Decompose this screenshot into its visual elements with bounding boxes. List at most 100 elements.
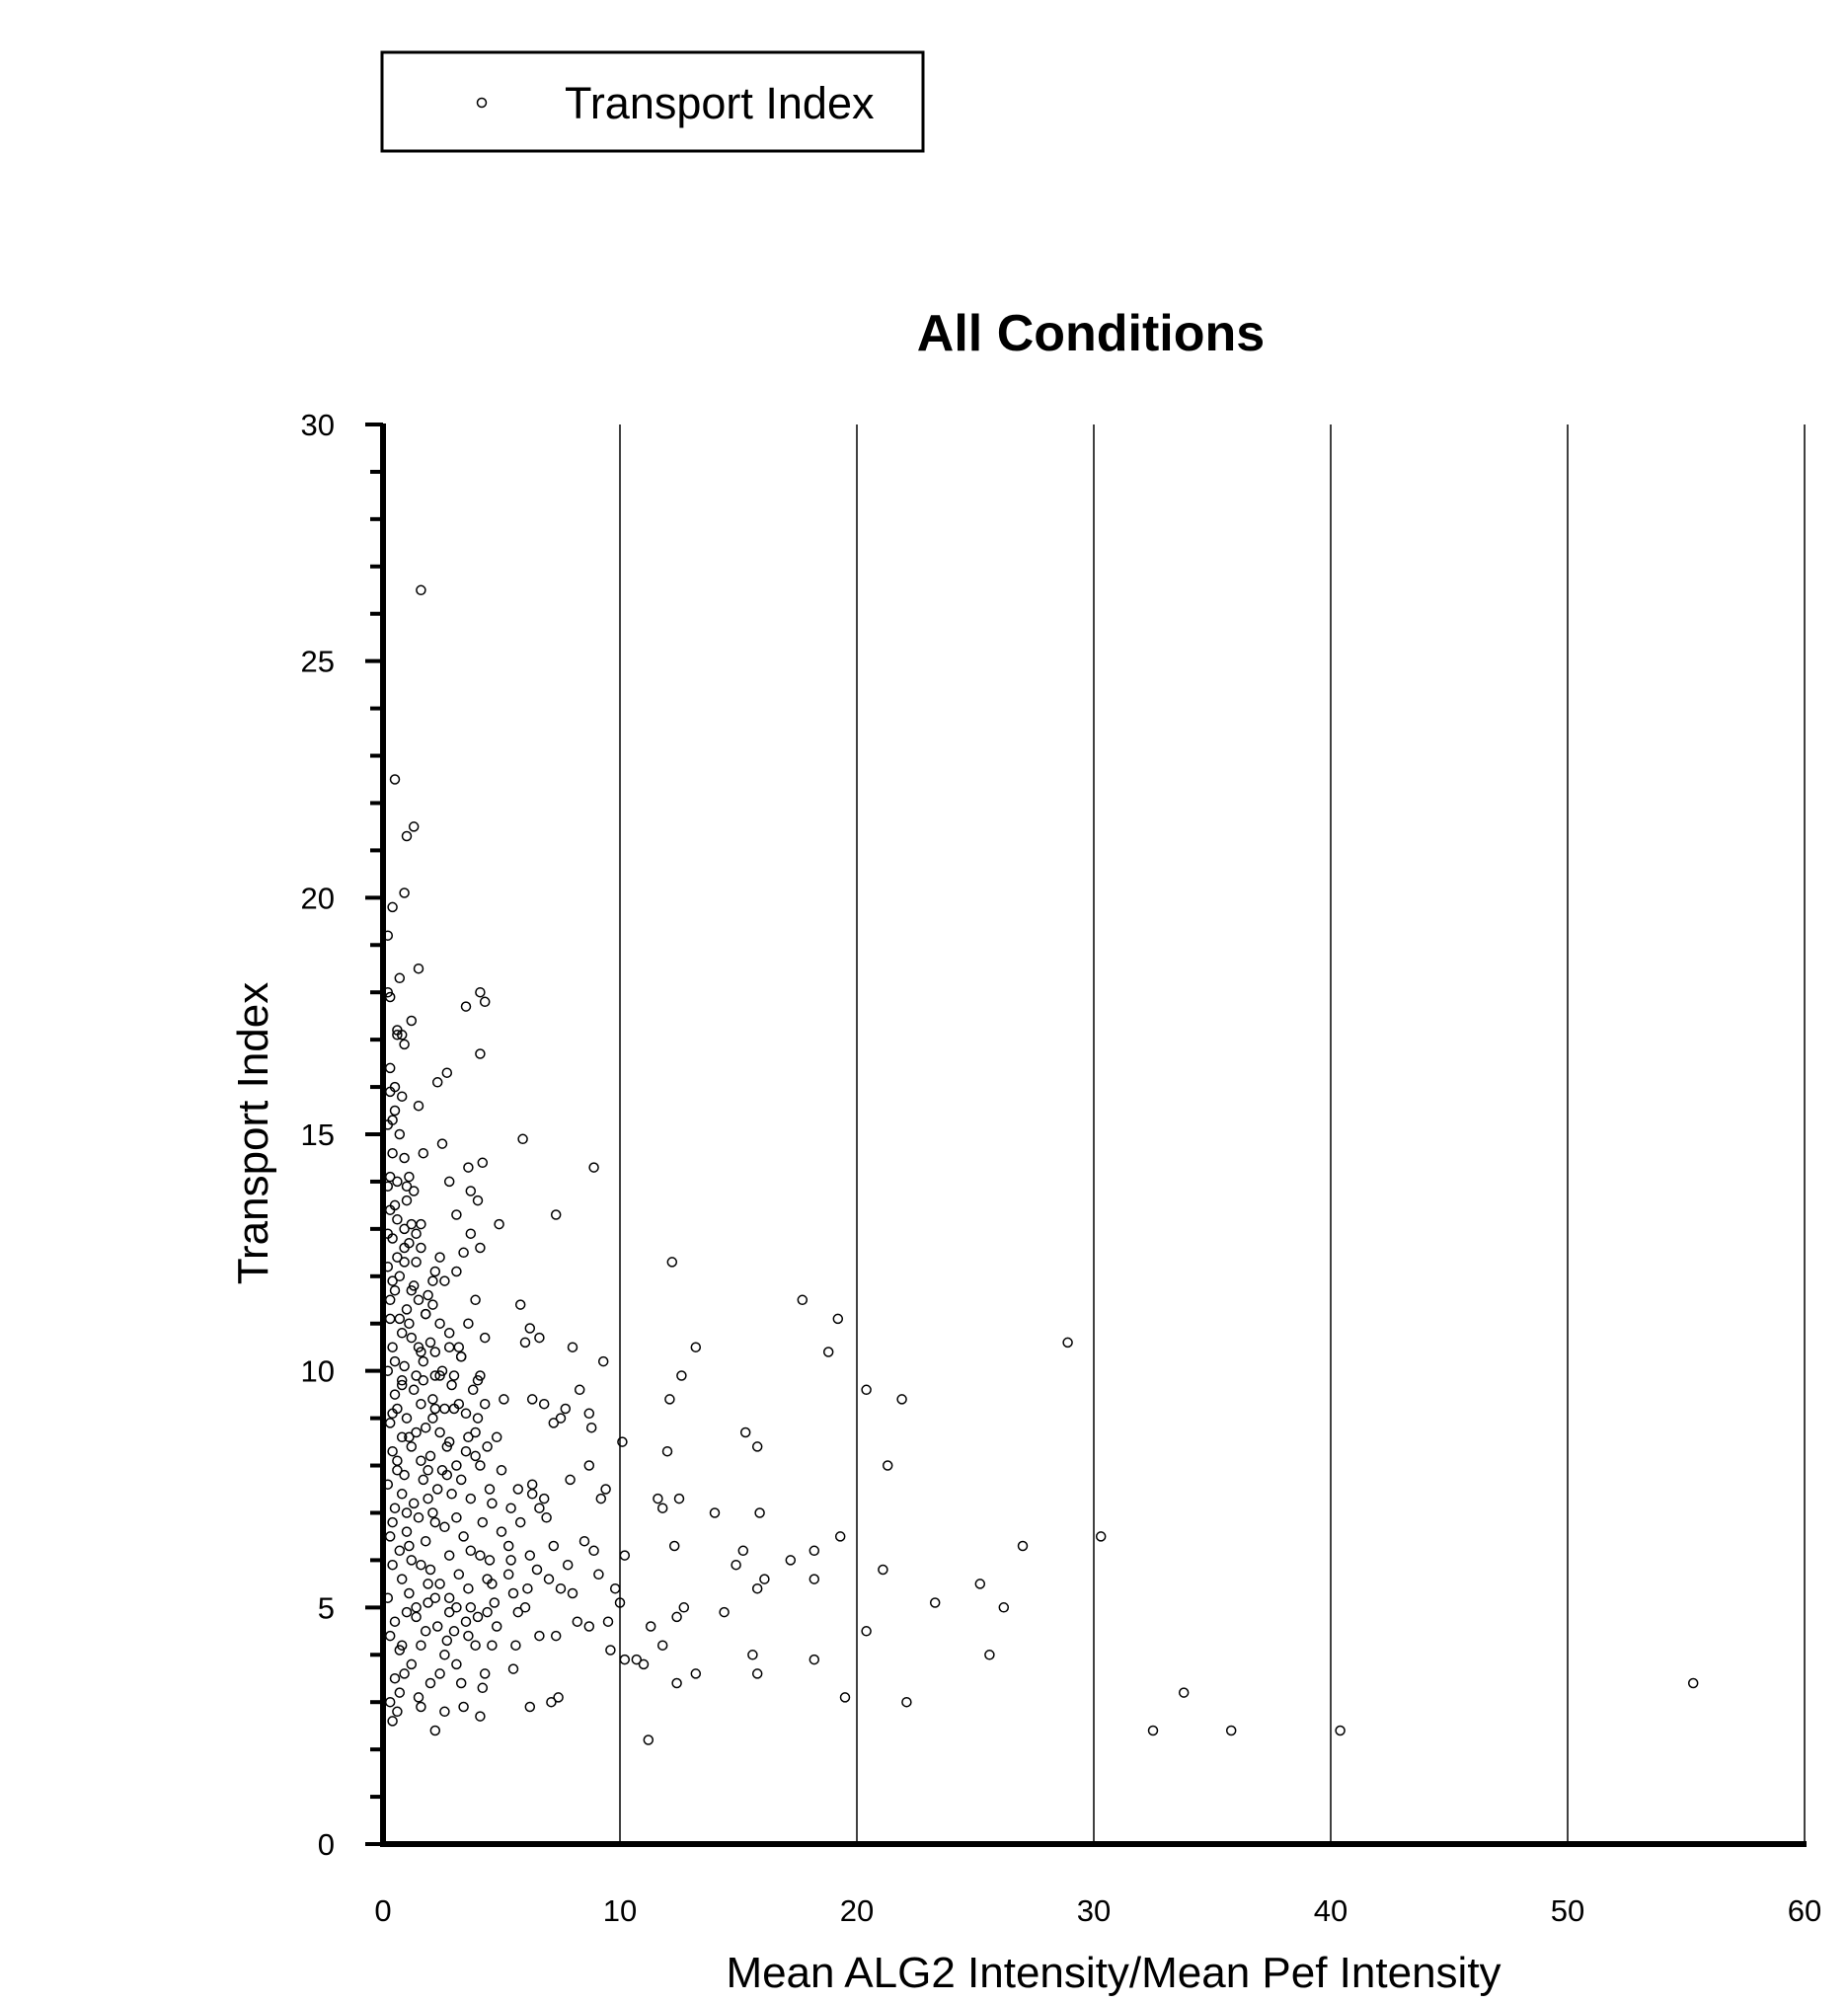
data-point	[593, 1569, 604, 1580]
data-point	[416, 1218, 426, 1230]
data-point	[434, 1318, 445, 1329]
x-tick-label: 10	[603, 1893, 637, 1928]
data-point	[455, 1474, 467, 1486]
data-point	[392, 1403, 403, 1415]
data-point	[424, 1677, 436, 1689]
data-point	[505, 1555, 516, 1566]
data-point	[406, 1658, 418, 1670]
data-point	[1335, 1725, 1346, 1736]
data-point	[609, 1582, 621, 1594]
data-point	[392, 1252, 403, 1263]
data-point	[399, 1152, 410, 1164]
data-point	[427, 1275, 438, 1286]
data-point	[671, 1611, 682, 1623]
data-point	[678, 1602, 690, 1613]
data-point	[751, 1582, 763, 1594]
data-point	[389, 1616, 401, 1627]
data-point	[600, 1484, 611, 1495]
data-point	[643, 1734, 654, 1745]
data-point	[399, 1039, 410, 1050]
data-point	[401, 1413, 413, 1424]
legend: Transport Index	[380, 50, 925, 153]
data-point	[555, 1413, 567, 1424]
data-point	[567, 1587, 578, 1599]
data-point	[834, 1531, 846, 1542]
data-point	[399, 887, 410, 898]
data-point	[384, 1418, 396, 1428]
data-point	[502, 1569, 514, 1580]
data-point	[645, 1621, 656, 1632]
data-point	[656, 1503, 668, 1513]
data-point	[423, 1579, 433, 1589]
data-point	[389, 1672, 401, 1684]
data-point	[507, 1587, 519, 1599]
data-point	[387, 1342, 398, 1352]
data-point	[392, 1706, 403, 1718]
data-point	[401, 1304, 413, 1315]
data-point	[690, 1668, 702, 1679]
data-point	[475, 1242, 486, 1254]
data-point	[614, 1597, 626, 1608]
data-point	[567, 1342, 578, 1352]
x-tick-label: 0	[374, 1893, 391, 1928]
data-point	[401, 1181, 413, 1192]
data-point	[475, 1711, 486, 1722]
data-point	[424, 1564, 436, 1576]
data-point	[396, 1091, 408, 1102]
data-point	[487, 1640, 498, 1651]
data-point	[602, 1616, 614, 1627]
data-point	[534, 1630, 545, 1642]
data-point	[429, 1403, 441, 1415]
data-point	[709, 1507, 721, 1518]
axes	[365, 423, 1807, 1847]
data-point	[499, 1394, 509, 1405]
data-point	[453, 1342, 465, 1352]
data-point	[389, 1503, 401, 1513]
data-point	[538, 1493, 550, 1504]
data-point	[526, 1489, 538, 1500]
data-point	[463, 1630, 474, 1642]
data-point	[578, 1535, 590, 1547]
data-point	[401, 1606, 413, 1618]
data-point	[671, 1677, 682, 1689]
data-point	[416, 1559, 426, 1571]
data-point	[394, 1545, 406, 1557]
data-point	[408, 1498, 420, 1509]
data-point	[929, 1597, 941, 1608]
data-point	[664, 1394, 675, 1405]
data-point	[406, 1441, 418, 1452]
data-point	[399, 1469, 410, 1481]
data-point	[394, 1271, 406, 1282]
data-point	[585, 1422, 597, 1433]
data-point	[832, 1313, 844, 1325]
data-point	[396, 1431, 408, 1443]
data-point	[739, 1426, 751, 1438]
data-point	[574, 1384, 585, 1396]
data-point	[411, 1370, 422, 1381]
data-point	[384, 1313, 396, 1325]
data-point	[389, 1284, 401, 1296]
data-point	[653, 1493, 663, 1504]
data-point	[443, 1592, 455, 1603]
data-point	[439, 1521, 450, 1533]
data-point	[423, 1465, 433, 1476]
data-point	[489, 1597, 500, 1608]
data-point	[446, 1489, 457, 1500]
data-point	[496, 1526, 507, 1537]
data-point	[404, 1587, 415, 1599]
x-axis-title: Mean ALG2 Intensity/Mean Pef Intensity	[726, 1949, 1501, 1997]
data-point	[555, 1582, 567, 1594]
data-point	[479, 1668, 491, 1679]
data-point	[399, 1257, 410, 1268]
data-point	[668, 1540, 680, 1552]
data-point	[470, 1450, 481, 1462]
data-point	[524, 1550, 536, 1561]
data-point	[387, 1275, 398, 1286]
data-point	[429, 1266, 441, 1277]
data-point	[479, 1398, 491, 1410]
data-point	[512, 1484, 524, 1495]
data-point	[431, 1484, 443, 1495]
data-point	[458, 1701, 469, 1713]
data-point	[401, 1507, 413, 1518]
data-point	[384, 1630, 396, 1642]
